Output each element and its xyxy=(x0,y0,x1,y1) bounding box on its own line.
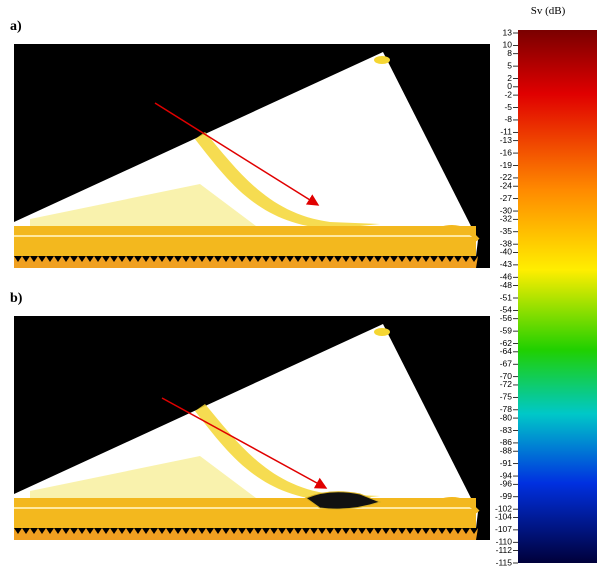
colorbar-tick-label: -13 xyxy=(500,135,513,145)
colorbar-tick-label: -24 xyxy=(500,180,513,190)
annotation: Individuazione del xyxy=(39,63,151,79)
page: {"panels": [ {"label": "a)", "annotation… xyxy=(0,0,598,566)
colorbar-tick-label: -99 xyxy=(500,491,513,501)
figure: Sv (dB) a) Individuazione del banco di pes… xyxy=(0,0,598,566)
colorbar-tick-label: -48 xyxy=(500,280,513,290)
colorbar xyxy=(518,30,597,563)
colorbar-tick-label: -112 xyxy=(496,545,513,555)
colorbar-tick-label: -32 xyxy=(500,214,513,224)
colorbar-tick-label: -5 xyxy=(504,102,512,112)
panel-label: a) xyxy=(10,19,22,34)
colorbar-tick-label: 5 xyxy=(507,60,512,70)
seabed-echo xyxy=(14,226,476,256)
colorbar-tick-label: -115 xyxy=(496,557,513,566)
colorbar-tick-label: -27 xyxy=(500,193,513,203)
panel-label: b) xyxy=(10,291,23,306)
annotation: banco di pesce xyxy=(51,81,140,97)
colorbar-tick-label: -59 xyxy=(500,325,513,335)
annotation: Identificazione e xyxy=(45,338,146,354)
annotation: selezione del xyxy=(56,356,134,372)
colorbar-tick-label: -16 xyxy=(500,147,513,157)
colorbar-tick-label: 13 xyxy=(503,27,513,37)
colorbar-tick-label: -104 xyxy=(495,512,512,522)
colorbar-tick-label: -88 xyxy=(500,445,513,455)
colorbar-tick-label: -83 xyxy=(500,425,513,435)
colorbar-tick-label: -75 xyxy=(500,392,513,402)
seabed-echo xyxy=(14,498,476,528)
colorbar-tick-label: -51 xyxy=(500,292,513,302)
colorbar-tick-label: -80 xyxy=(500,412,513,422)
colorbar-tick-label: -91 xyxy=(500,458,513,468)
colorbar-tick-label: -35 xyxy=(500,226,513,236)
annotation: banco di pesce xyxy=(51,374,140,390)
colorbar-tick-label: -43 xyxy=(500,259,513,269)
colorbar-tick-label: -67 xyxy=(500,359,513,369)
colorbar-tick-label: -56 xyxy=(500,313,513,323)
colorbar-tick-label: -40 xyxy=(500,247,513,257)
surface-echo xyxy=(374,56,390,64)
colorbar-tick-label: -2 xyxy=(504,89,512,99)
colorbar-tick-label: 8 xyxy=(507,48,512,58)
colorbar-tick-label: -72 xyxy=(500,379,513,389)
colorbar-tick-label: -8 xyxy=(504,114,512,124)
colorbar-title: Sv (dB) xyxy=(531,5,566,17)
colorbar-tick-label: -96 xyxy=(500,479,513,489)
colorbar-tick-label: -107 xyxy=(495,524,512,534)
colorbar-tick-label: -64 xyxy=(500,346,513,356)
colorbar-tick-label: -19 xyxy=(500,160,513,170)
surface-echo xyxy=(374,328,390,336)
